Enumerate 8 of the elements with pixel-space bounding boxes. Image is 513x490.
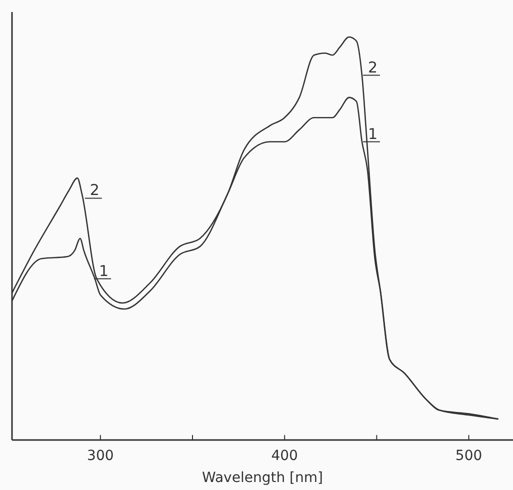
x-tick-label: 400	[271, 448, 298, 464]
annotation: 2	[368, 58, 378, 76]
x-tick-label: 300	[87, 448, 114, 464]
annotation: 1	[368, 124, 378, 143]
x-axis-title: Wavelength [nm]	[202, 470, 323, 486]
annotation: 2	[90, 181, 100, 200]
annotation: 1	[99, 262, 109, 280]
x-tick-label: 500	[455, 448, 482, 464]
